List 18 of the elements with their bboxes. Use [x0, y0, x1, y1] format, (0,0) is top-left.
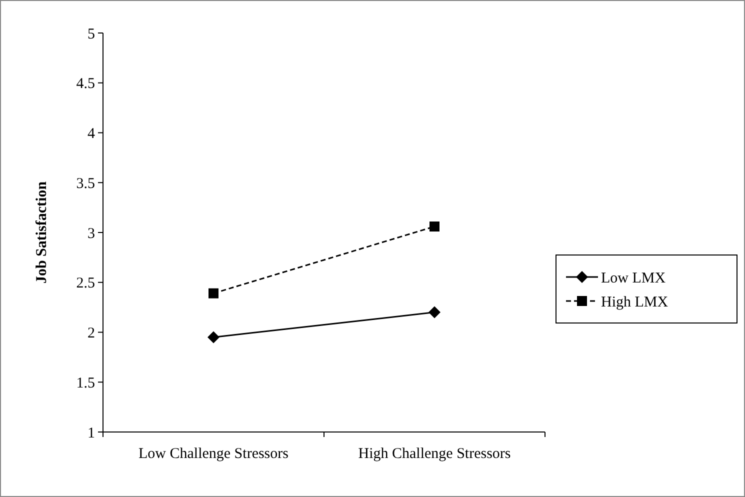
y-tick-label: 1: [88, 425, 95, 442]
y-axis-title: Job Satisfaction: [34, 180, 50, 284]
legend-label: High LMX: [601, 294, 668, 310]
point: [208, 288, 218, 298]
legend-label: Low LMX: [601, 270, 666, 286]
x-tick-label: Low Challenge Stressors: [138, 446, 289, 462]
y-tick-label: 4: [88, 126, 96, 142]
y-tick-label: 3: [88, 226, 95, 242]
y-tick-label: 2.5: [76, 276, 95, 292]
point: [428, 306, 440, 318]
x-tick-label: High Challenge Stressors: [358, 446, 511, 462]
point: [208, 331, 220, 344]
y-tick-label: 1.5: [76, 375, 95, 392]
y-tick-label: 2: [88, 326, 95, 342]
point: [430, 222, 440, 232]
y-tick-label: 3.5: [76, 176, 95, 192]
y-tick-label: 5: [88, 26, 95, 42]
y-tick-label: 4.5: [76, 76, 95, 92]
